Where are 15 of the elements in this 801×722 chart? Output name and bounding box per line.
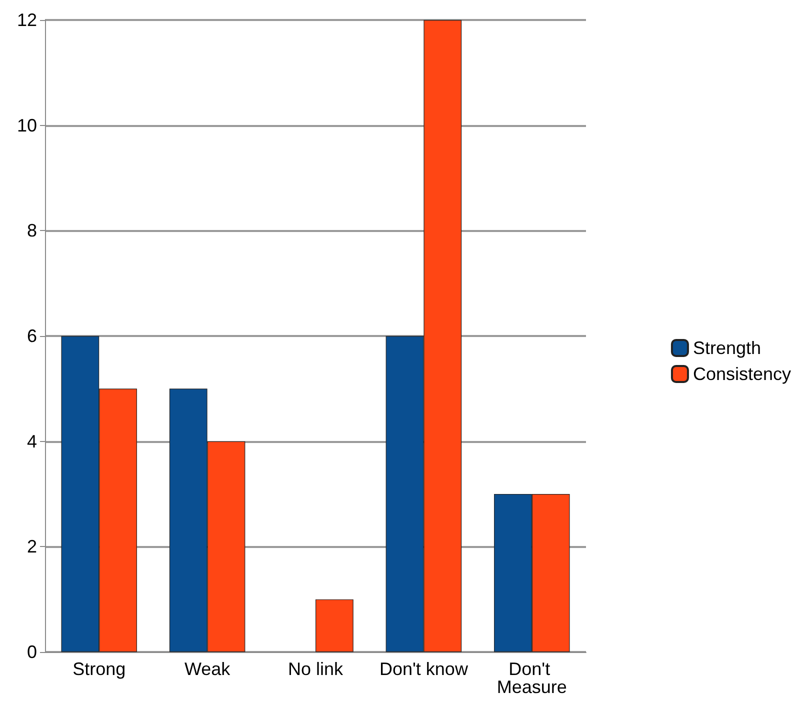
- x-tick-label: Weak: [184, 659, 232, 679]
- y-tick-label: 0: [26, 642, 37, 662]
- y-tick-label: 2: [26, 536, 37, 557]
- y-tick-label: 8: [26, 220, 37, 241]
- legend-label: Strength: [692, 338, 762, 358]
- x-tick-label: Don't Measure: [496, 659, 567, 697]
- y-tick-label: 6: [26, 326, 37, 346]
- x-tick-label: Don't know: [379, 659, 469, 679]
- bar: [316, 599, 354, 652]
- x-tick-label: Strong: [72, 659, 126, 679]
- y-tick-label: 10: [16, 115, 37, 136]
- legend-label: Consistency: [692, 364, 792, 384]
- y-tick-label: 4: [26, 431, 37, 452]
- y-tick-label: 12: [16, 10, 37, 30]
- x-tick-label: No link: [288, 659, 344, 679]
